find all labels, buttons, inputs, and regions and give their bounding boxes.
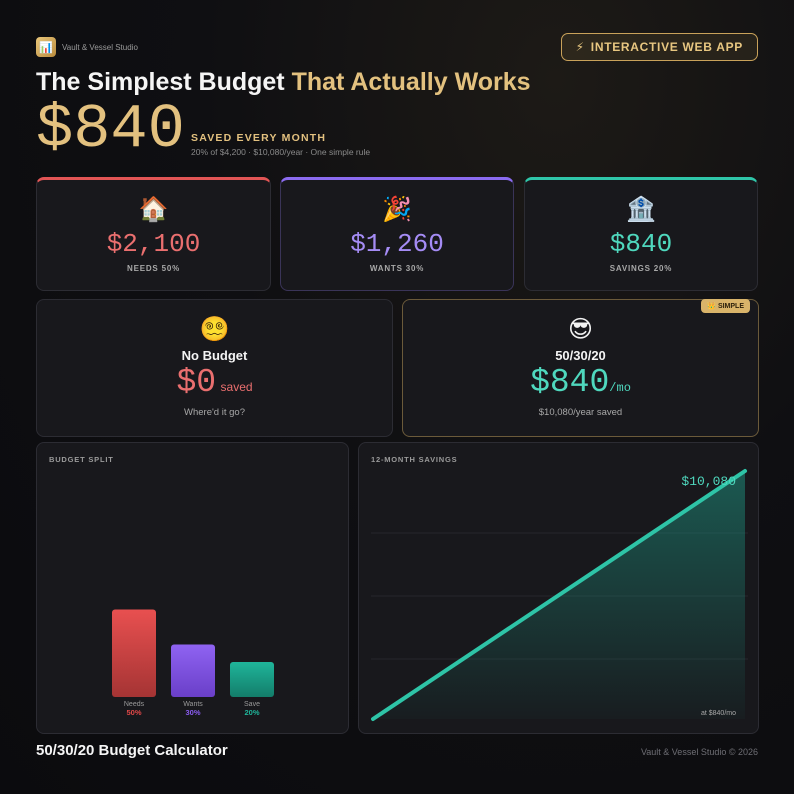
budget-503020-title: 50/30/20 (555, 348, 606, 363)
budget-503020-note: $10,080/year saved (538, 407, 623, 418)
hero-sub: 20% of $4,200 · $10,080/year · One simpl… (191, 147, 371, 157)
no-budget-amount: $0 (176, 364, 217, 401)
hero: $840 SAVED EVERY MONTH 20% of $4,200 · $… (36, 94, 370, 165)
simple-badge-label: SIMPLE (717, 302, 744, 310)
savings-chart-label: 12-MONTH SAVINGS (371, 455, 458, 464)
wants-caption: WANTS 30% (369, 264, 425, 273)
bar-category-label: Save (244, 701, 260, 708)
budget-503020-suffix: /mo (609, 381, 631, 395)
budget-split-panel: BUDGET SPLIT Needs 50% Wants 30% Save 20% (36, 442, 349, 734)
bar-needs (112, 609, 156, 697)
page-title: The Simplest Budget That Actually Works (36, 68, 531, 97)
hero-label: SAVED EVERY MONTH (191, 132, 327, 144)
savings-chart (371, 469, 748, 721)
house-icon: 🏠 (138, 196, 169, 223)
bar-category-label: Needs (124, 701, 145, 708)
top-bar: 📊 Vault & Vessel Studio ⚡ INTERACTIVE WE… (36, 33, 758, 61)
bar-save (230, 662, 274, 697)
budget-503020-amount-row: $840/mo (403, 363, 758, 403)
savings-rate-note: at $840/mo (700, 710, 736, 717)
savings-panel: 12-MONTH SAVINGS $10,080 at $840/mo (358, 442, 759, 734)
party-popper-icon: 🎉 (382, 196, 412, 223)
savings-caption: SAVINGS 20% (609, 264, 673, 273)
no-budget-card: 😵‍💫 No Budget $0 saved Where'd it go? (36, 299, 393, 437)
no-budget-suffix: saved (220, 380, 253, 394)
bar-value-label: 20% (244, 708, 259, 717)
lightning-icon: ⚡ (575, 40, 585, 54)
footer-title: 50/30/20 Budget Calculator (36, 742, 228, 759)
crown-icon: 👑 (707, 303, 716, 310)
brand-name: Vault & Vessel Studio (62, 42, 138, 52)
sunglasses-face-icon: 😎 (567, 316, 594, 343)
bank-icon: 🏦 (626, 196, 656, 223)
savings-end-label: $10,080 (681, 474, 736, 489)
bar-value-label: 30% (185, 708, 200, 717)
bar-value-label: 50% (126, 708, 141, 717)
pill-label: INTERACTIVE WEB APP (590, 40, 743, 54)
budget-split-label: BUDGET SPLIT (49, 455, 114, 464)
needs-caption: NEEDS 50% (127, 264, 180, 273)
brand: 📊 Vault & Vessel Studio (36, 37, 138, 57)
interactive-web-app-button[interactable]: ⚡ INTERACTIVE WEB APP (560, 33, 758, 61)
wants-amount: $1,260 (350, 229, 444, 259)
budget-503020-amount: $840 (530, 364, 610, 401)
no-budget-amount-row: $0 saved (37, 363, 392, 403)
savings-amount: $840 (609, 229, 673, 259)
footer-copyright: Vault & Vessel Studio © 2026 (640, 747, 758, 757)
hero-side: SAVED EVERY MONTH 20% of $4,200 · $10,08… (191, 132, 370, 157)
title-accent: That Actually Works (291, 68, 531, 96)
no-budget-note: Where'd it go? (184, 407, 245, 418)
bar-category-label: Wants (183, 701, 203, 708)
savings-line (371, 469, 747, 721)
no-budget-title: No Budget (181, 348, 248, 363)
bar-wants (171, 644, 215, 697)
savings-card: 🏦 $840 SAVINGS 20% (524, 177, 758, 291)
title-main: The Simplest Budget (36, 68, 292, 96)
budget-503020-card: 👑 SIMPLE 😎 50/30/20 $840/mo $10,080/year… (402, 299, 759, 437)
needs-amount: $2,100 (106, 229, 201, 259)
chart-icon: 📊 (36, 37, 56, 57)
wants-card: 🎉 $1,260 WANTS 30% (280, 177, 514, 291)
hero-amount: $840 (36, 94, 185, 165)
dizzy-face-icon: 😵‍💫 (199, 316, 230, 343)
simple-badge: 👑 SIMPLE (701, 299, 750, 313)
needs-card: 🏠 $2,100 NEEDS 50% (36, 177, 271, 291)
